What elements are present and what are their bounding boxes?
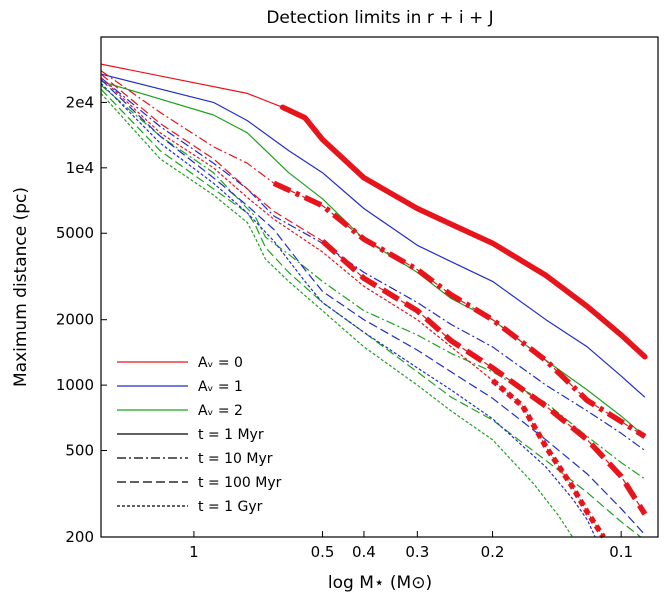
x-tick-label: 0.3 [405,543,429,561]
legend-entry-label: Aᵥ = 2 [198,403,243,419]
plot-frame [100,36,659,538]
legend-entry-label: t = 10 Myr [198,451,273,467]
y-tick-label: 2000 [56,311,94,329]
y-axis-label: Maximum distance (pc) [11,187,31,387]
series-line [100,70,646,438]
series-line-bold-segment [272,180,647,439]
series-layer [100,63,648,539]
series-line [100,79,646,536]
legend-entry-label: Aᵥ = 0 [198,355,243,371]
x-tick-label: 0.1 [609,543,633,561]
ticks-layer: 1 0.5 0.4 0.3 0.2 0.1 2e4 1e4 5000 2000 1000 500 200 [56,93,633,561]
series-line-bold-segment [320,239,648,516]
legend-entry-label: Aᵥ = 1 [198,379,243,395]
y-tick-label: 500 [65,442,94,460]
series-line [100,63,646,358]
series-line [100,92,574,538]
series-line [100,80,646,437]
x-tick-label: 0.2 [481,543,505,561]
y-tick-label: 200 [65,528,94,546]
y-tick-label: 1000 [56,376,94,394]
chart-title: Detection limits in r + i + J [266,8,493,28]
series-line [100,82,596,538]
legend: Aᵥ = 0 Aᵥ = 1 Aᵥ = 2 t = 1 Myr t = 10 Myr t =… [117,355,282,515]
legend-entry-label: t = 1 Gyr [198,499,263,515]
series-line-bold-segment [490,378,606,539]
x-tick-label: 1 [189,543,199,561]
x-axis-label: log M⋆ (M⊙) [328,573,432,593]
y-tick-label: 5000 [56,224,94,242]
legend-entry-label: t = 100 Myr [198,475,282,491]
x-tick-label: 0.5 [311,543,335,561]
legend-entry-label: t = 1 Myr [198,427,264,443]
x-tick-label: 0.4 [352,543,376,561]
y-tick-label: 2e4 [66,93,94,111]
series-line [100,77,646,451]
series-line [100,73,646,398]
series-line-bold-segment [279,104,648,360]
y-tick-label: 1e4 [66,159,94,177]
series-line [100,73,646,515]
